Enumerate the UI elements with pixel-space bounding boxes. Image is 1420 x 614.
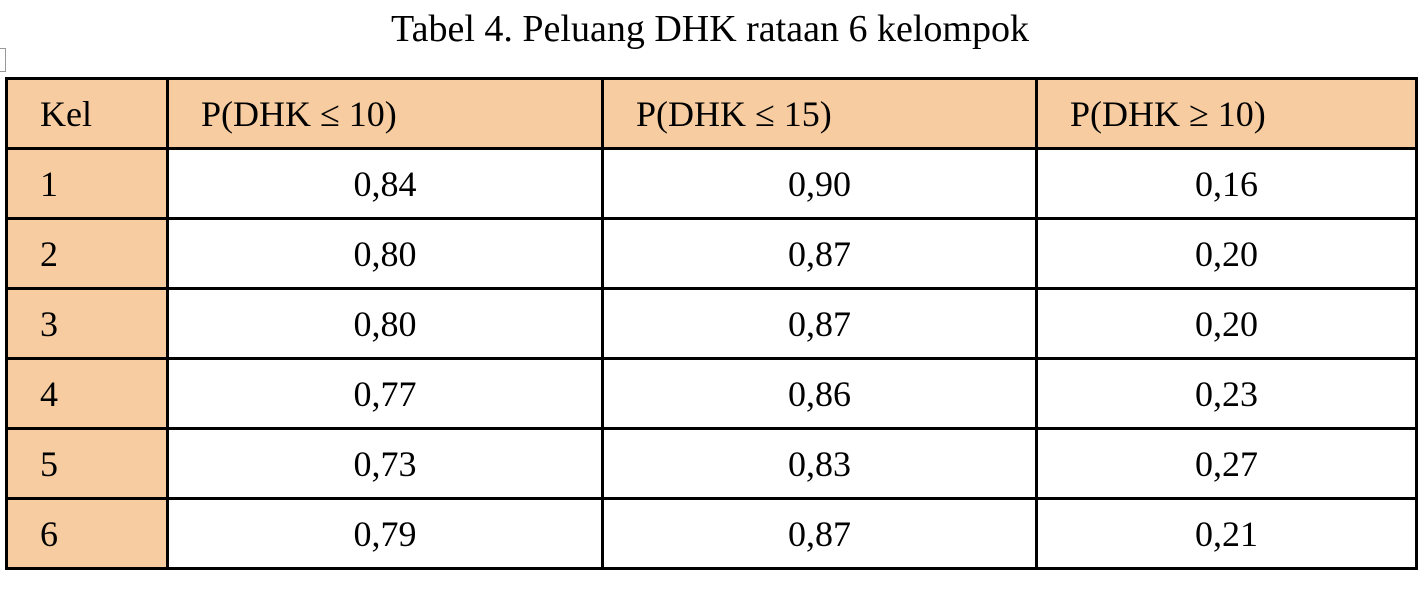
table-row: 3 0,80 0,87 0,20 [5,287,1418,360]
data-table: Kel P(DHK ≤ 10) P(DHK ≤ 15) P(DHK ≥ 10) 1 0,8… [5,77,1418,570]
header-cell: P(DHK ≤ 15) [601,77,1038,150]
margin-marker [0,48,6,72]
table-row: 6 0,79 0,87 0,21 [5,497,1418,570]
group-cell: 5 [5,427,169,500]
table-row: 4 0,77 0,86 0,23 [5,357,1418,430]
table-row: 2 0,80 0,87 0,20 [5,217,1418,290]
header-row: Kel P(DHK ≤ 10) P(DHK ≤ 15) P(DHK ≥ 10) [5,77,1418,150]
group-cell: 3 [5,287,169,360]
value-cell: 0,73 [166,427,604,500]
group-cell: 6 [5,497,169,570]
value-cell: 0,87 [601,497,1038,570]
value-cell: 0,27 [1035,427,1418,500]
value-cell: 0,84 [166,147,604,220]
value-cell: 0,86 [601,357,1038,430]
value-cell: 0,77 [166,357,604,430]
table-row: 1 0,84 0,90 0,16 [5,147,1418,220]
group-cell: 1 [5,147,169,220]
value-cell: 0,90 [601,147,1038,220]
value-cell: 0,80 [166,217,604,290]
value-cell: 0,20 [1035,217,1418,290]
header-cell: Kel [5,77,169,150]
value-cell: 0,23 [1035,357,1418,430]
table-row: 5 0,73 0,83 0,27 [5,427,1418,500]
header-cell: P(DHK ≤ 10) [166,77,604,150]
value-cell: 0,21 [1035,497,1418,570]
group-cell: 2 [5,217,169,290]
value-cell: 0,83 [601,427,1038,500]
value-cell: 0,20 [1035,287,1418,360]
table-title: Tabel 4. Peluang DHK rataan 6 kelompok [391,8,1029,50]
value-cell: 0,16 [1035,147,1418,220]
value-cell: 0,80 [166,287,604,360]
header-cell: P(DHK ≥ 10) [1035,77,1418,150]
value-cell: 0,87 [601,287,1038,360]
value-cell: 0,87 [601,217,1038,290]
group-cell: 4 [5,357,169,430]
value-cell: 0,79 [166,497,604,570]
